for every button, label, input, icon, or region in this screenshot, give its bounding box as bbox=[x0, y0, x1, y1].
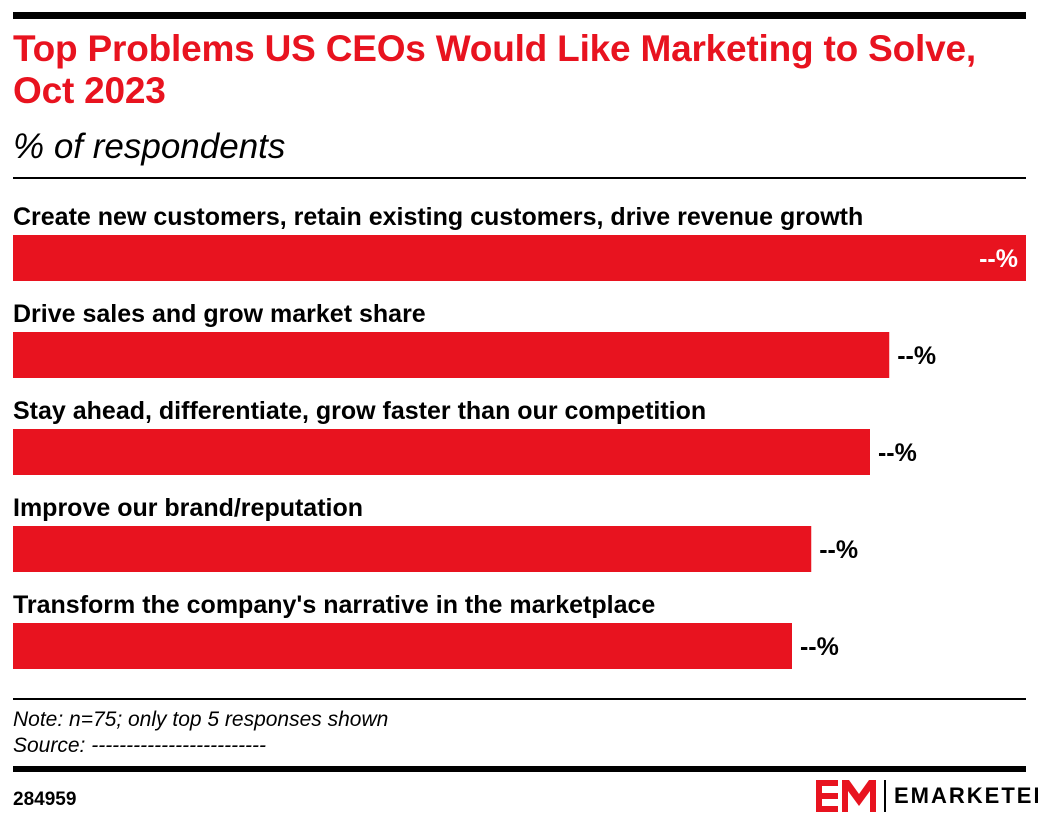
bottom-rule bbox=[13, 766, 1026, 772]
top-rule bbox=[13, 12, 1026, 19]
chart-title: Top Problems US CEOs Would Like Marketin… bbox=[13, 28, 976, 111]
chart-note: Note: n=75; only top 5 responses shown bbox=[13, 708, 389, 731]
footer-divider bbox=[13, 698, 1026, 700]
bar bbox=[13, 623, 792, 669]
category-label: Create new customers, retain existing cu… bbox=[13, 203, 863, 231]
bar bbox=[13, 429, 870, 475]
value-label: --% bbox=[878, 439, 917, 467]
value-label: --% bbox=[897, 342, 936, 370]
value-label: --% bbox=[979, 245, 1018, 273]
value-label: --% bbox=[800, 633, 839, 661]
category-label: Improve our brand/reputation bbox=[13, 494, 363, 522]
bars-layer: Create new customers, retain existing cu… bbox=[13, 203, 1026, 669]
logo-separator bbox=[884, 780, 886, 812]
category-label: Drive sales and grow market share bbox=[13, 300, 426, 328]
emarketer-logo: EMARKETER bbox=[816, 780, 1038, 812]
chart-source: Source: ------------------------- bbox=[13, 734, 267, 757]
chart-subtitle: % of respondents bbox=[13, 127, 286, 166]
bar bbox=[13, 332, 890, 378]
category-label: Transform the company's narrative in the… bbox=[13, 591, 655, 619]
brand-name: EMARKETER bbox=[894, 783, 1038, 808]
bar bbox=[13, 235, 1026, 281]
em-logo-icon bbox=[816, 780, 876, 812]
header-divider bbox=[13, 177, 1026, 179]
chart-id: 284959 bbox=[13, 789, 77, 810]
category-label: Stay ahead, differentiate, grow faster t… bbox=[13, 397, 706, 425]
bar bbox=[13, 526, 812, 572]
value-label: --% bbox=[819, 536, 858, 564]
